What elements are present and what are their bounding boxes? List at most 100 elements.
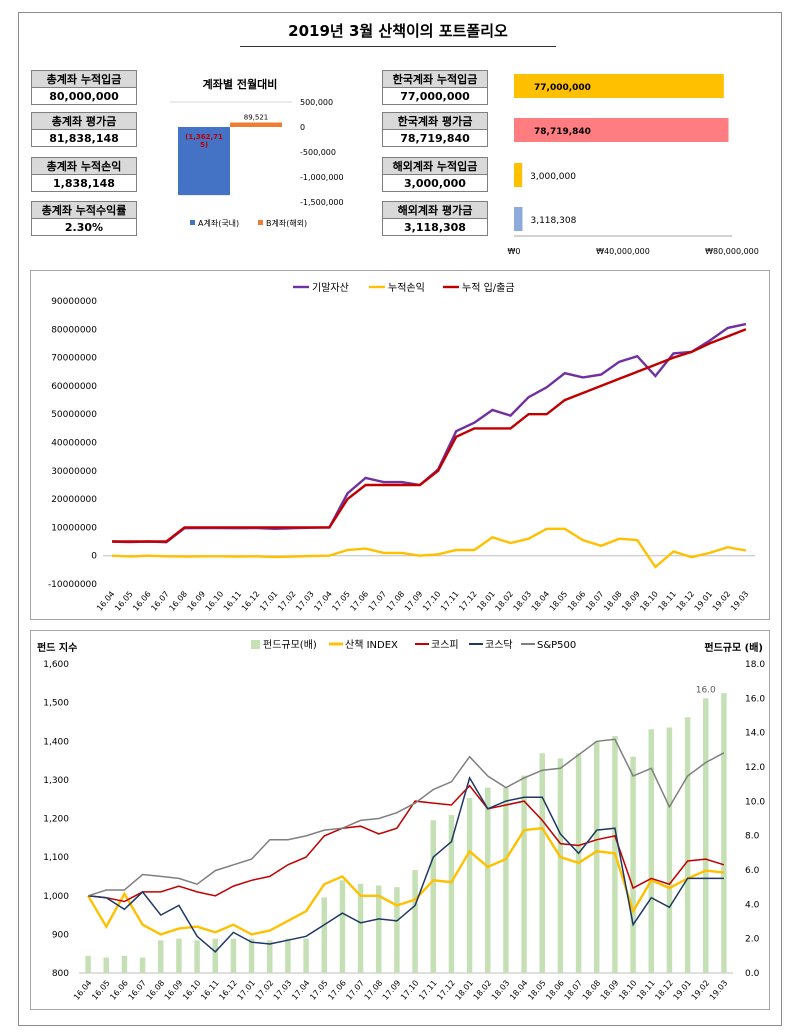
fund-size-bar — [248, 938, 255, 973]
kpi-total-pl-value: 1,838,148 — [31, 174, 137, 192]
fund-left-tick: 1,500 — [43, 699, 69, 709]
fund-x-tick: 18.09 — [599, 979, 621, 1002]
fund-index-chart: 펀드 지수 펀드규모 (배) 1,600 1,500 1,400 1,300 1,200 1,… — [37, 639, 765, 1002]
fund-size-bar — [194, 940, 200, 973]
kpi-os-eval-label: 해외계좌 평가금 — [382, 201, 488, 219]
fund-size-bar — [630, 756, 636, 973]
mom-bar-label: 89,521 — [244, 114, 269, 122]
fund-left-tick: 1,400 — [43, 737, 69, 747]
fund-size-bar — [648, 729, 654, 973]
fund-size-bar — [285, 938, 291, 973]
fund-x-tick: 18.06 — [544, 979, 566, 1002]
fund-x-tick: 18.12 — [653, 979, 675, 1002]
fund-x-tick: 18.03 — [490, 979, 512, 1002]
fund-x-tick: 16.09 — [163, 979, 185, 1002]
fund-legend-label: 펀드규모(배) — [263, 639, 317, 651]
fund-left-axis-title: 펀드 지수 — [37, 641, 77, 654]
kpi-total-eval-value: 81,838,148 — [31, 129, 137, 147]
line-x-tick: 18.10 — [638, 590, 660, 613]
fund-bar-label: 16.0 — [696, 685, 716, 695]
hbar-x-tick: ₩40,000,000 — [596, 247, 650, 256]
fund-index-series — [88, 776, 724, 953]
fund-size-bar — [466, 797, 473, 973]
fund-legend-label: 코스피 — [431, 639, 459, 651]
line-x-tick: 19.02 — [711, 590, 733, 613]
mom-y-tick: 500,000 — [300, 98, 333, 107]
fund-left-tick: 1,300 — [43, 776, 69, 786]
fund-index-series — [87, 738, 725, 897]
fund-size-bar — [448, 815, 455, 973]
mom-bar — [230, 122, 282, 127]
line-x-tick: 16.08 — [167, 590, 189, 613]
line-series — [112, 322, 747, 544]
fund-right-tick: 12.0 — [745, 763, 765, 773]
fund-size-bar — [357, 883, 364, 973]
line-y-tick: 0 — [91, 552, 97, 562]
fund-x-tick: 18.08 — [581, 979, 603, 1002]
fund-x-tick: 17.07 — [344, 979, 366, 1002]
fund-left-tick: 1,100 — [43, 853, 69, 863]
mom-y-tick: -500,000 — [300, 148, 336, 157]
account-hbar-label: 3,118,308 — [530, 216, 576, 226]
fund-x-tick: 17.09 — [381, 979, 403, 1002]
fund-legend-label: 산책 INDEX — [345, 639, 398, 651]
kpi-os-deposit-label: 해외계좌 누적입금 — [382, 157, 488, 175]
fund-left-tick: 1,000 — [43, 892, 69, 902]
line-x-tick: 17.10 — [421, 590, 443, 613]
mom-bar-chart: 계좌별 전월대비 500,000 0 -500,000 -1,000,000 -1,500… — [170, 77, 344, 228]
fund-right-tick: 8.0 — [745, 832, 760, 842]
line-x-tick: 18.06 — [566, 590, 588, 613]
kpi-kr-eval-value: 78,719,840 — [382, 129, 488, 147]
kpi-kr-eval-label: 한국계좌 평가금 — [382, 112, 488, 130]
legend-swatch-b — [258, 220, 263, 225]
account-hbar-chart: 77,000,000 78,719,840 3,000,000 3,118,308 ₩0… — [508, 74, 759, 256]
fund-size-bar — [103, 957, 109, 973]
line-x-tick: 18.05 — [548, 590, 570, 613]
kpi-kr-deposit-label: 한국계좌 누적입금 — [382, 70, 488, 88]
fund-size-bar — [703, 698, 709, 973]
line-y-tick: 10000000 — [51, 523, 97, 533]
line-x-tick: 16.12 — [240, 590, 262, 613]
legend-label-a: A계좌(국내) — [198, 218, 239, 228]
fund-left-tick: 800 — [52, 969, 69, 979]
fund-right-axis-title: 펀드규모 (배) — [704, 641, 763, 654]
line-x-tick: 17.08 — [385, 590, 407, 613]
line-x-tick: 19.01 — [693, 590, 715, 613]
fund-size-bar — [430, 820, 436, 973]
fund-x-tick: 17.12 — [435, 979, 457, 1002]
fund-x-tick: 18.01 — [453, 979, 475, 1002]
fund-size-bar — [176, 938, 182, 973]
fund-right-tick: 18.0 — [745, 660, 765, 670]
fund-x-tick: 17.02 — [254, 979, 276, 1002]
line-x-tick: 16.09 — [186, 590, 208, 613]
fund-size-bar — [121, 955, 128, 973]
fund-size-bar — [321, 897, 327, 973]
mom-y-tick: -1,500,000 — [300, 198, 344, 207]
account-hbar — [514, 163, 523, 187]
line-x-tick: 17.01 — [258, 590, 280, 613]
fund-size-bar — [212, 938, 218, 973]
legend-label-b: B계좌(해외) — [266, 218, 307, 228]
kpi-os-eval-value: 3,118,308 — [382, 218, 488, 236]
fund-size-bar — [267, 940, 273, 973]
mom-y-tick: -1,000,000 — [300, 173, 344, 182]
fund-x-tick: 19.02 — [690, 979, 712, 1002]
fund-size-bar — [158, 940, 164, 973]
fund-size-bar — [339, 880, 346, 973]
fund-legend-label: 코스닥 — [485, 639, 513, 651]
fund-right-tick: 2.0 — [745, 935, 760, 945]
line-series — [112, 527, 747, 569]
fund-size-bar — [721, 693, 727, 973]
line-x-tick: 16.05 — [113, 590, 135, 613]
fund-x-tick: 16.12 — [217, 979, 239, 1002]
fund-size-bar — [594, 741, 600, 973]
line-y-tick: 20000000 — [51, 495, 97, 505]
fund-x-tick: 16.07 — [126, 979, 148, 1002]
fund-size-bar — [485, 787, 491, 973]
line-x-tick: 17.06 — [349, 590, 371, 613]
line-x-tick: 18.03 — [512, 590, 534, 613]
fund-x-tick: 18.11 — [635, 979, 657, 1002]
line-y-tick: 60000000 — [51, 382, 97, 392]
account-hbar-label: 77,000,000 — [534, 83, 591, 93]
line-x-tick: 17.05 — [330, 590, 352, 613]
